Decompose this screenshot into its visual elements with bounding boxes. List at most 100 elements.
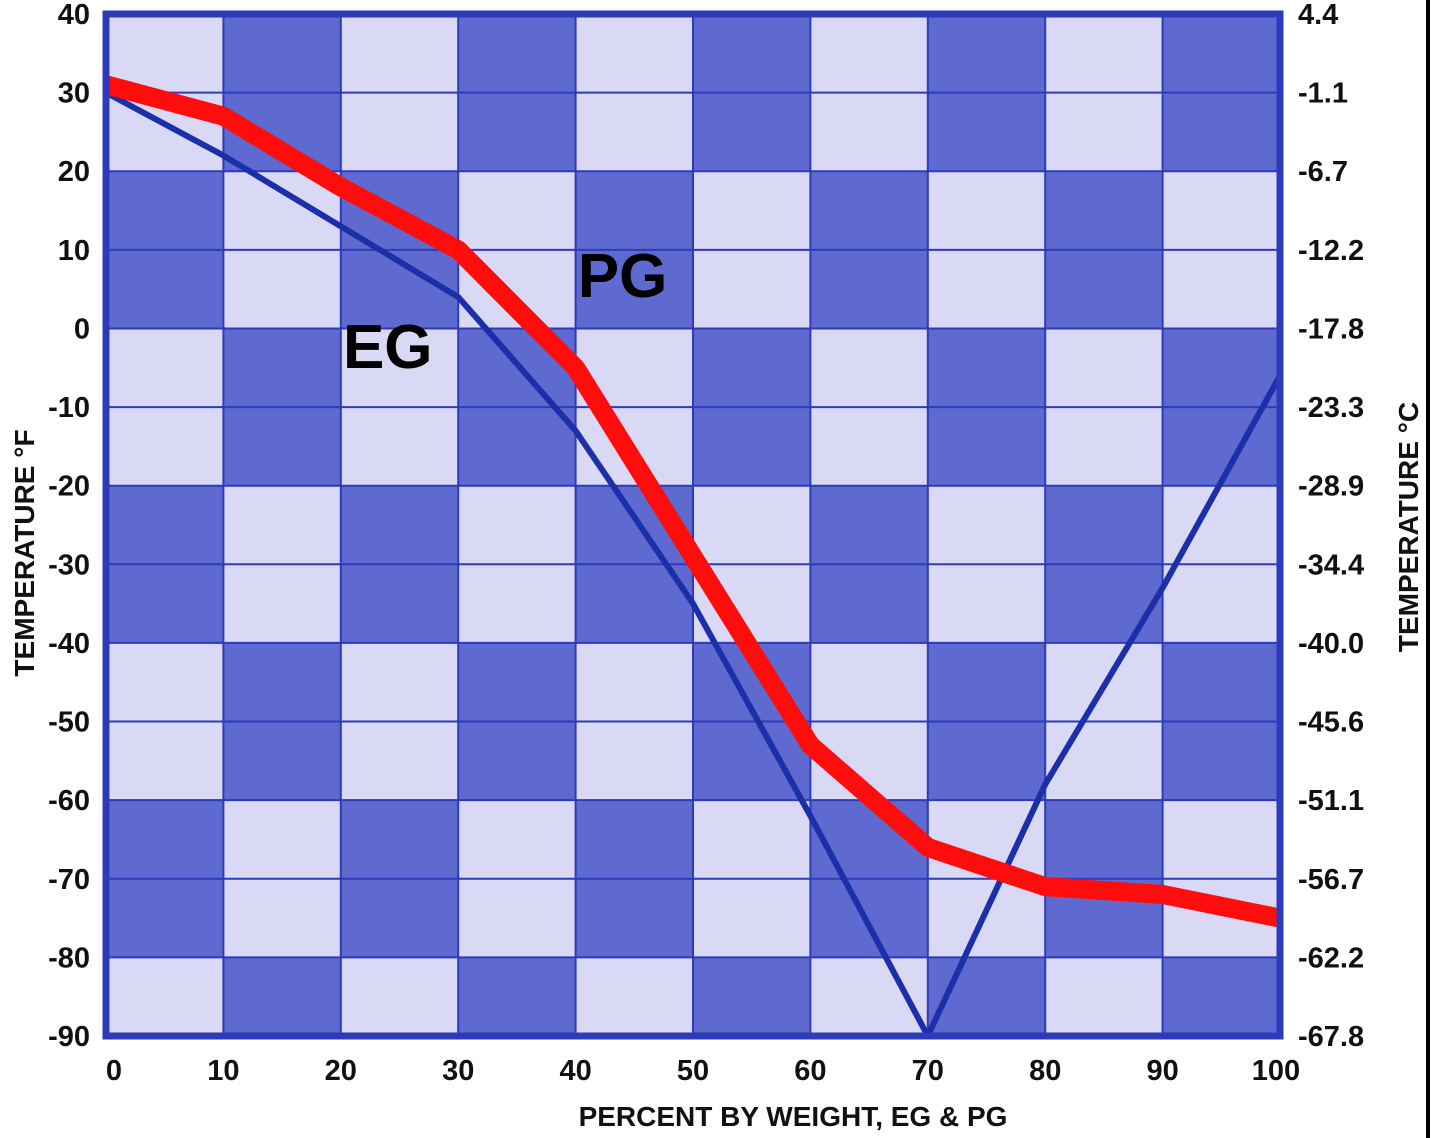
background-cell: [223, 407, 341, 486]
background-cell: [1162, 957, 1280, 1036]
background-cell: [693, 878, 811, 958]
background-cell: [340, 800, 459, 879]
background-cell: [458, 642, 576, 722]
background-cell: [106, 328, 224, 408]
background-cell: [340, 564, 459, 643]
background-cell: [458, 407, 576, 486]
y-tick-label-left: -40: [48, 628, 90, 660]
background-cell: [458, 800, 576, 879]
background-cell: [106, 878, 224, 958]
y-tick-label-left: 10: [58, 235, 90, 267]
y-tick-label-right: -12.2: [1298, 235, 1364, 267]
y-tick-label-right: -6.7: [1298, 156, 1348, 188]
page-edge-divider: [1426, 0, 1430, 1138]
background-cell: [1162, 800, 1280, 879]
background-cell: [1045, 14, 1163, 93]
plot-frame: [102, 10, 1284, 1040]
y-tick-label-right: -62.2: [1298, 942, 1364, 974]
background-cell: [1045, 328, 1163, 408]
y-tick-label-left: -60: [48, 785, 90, 817]
background-cell: [106, 407, 224, 486]
background-cell: [106, 564, 224, 643]
background-cell: [927, 92, 1046, 172]
background-cell: [458, 14, 576, 93]
x-tick-label: 20: [325, 1055, 357, 1087]
y-axis-title-left: TEMPERATURE °F: [9, 429, 40, 676]
background-cell: [223, 957, 341, 1036]
background-cell: [693, 14, 811, 93]
background-cell: [340, 92, 459, 172]
background-cell: [575, 878, 693, 958]
y-axis-title-right: TEMPERATURE °C: [1393, 402, 1424, 652]
y-tick-label-left: -90: [48, 1021, 90, 1053]
background-cell: [575, 14, 693, 93]
background-cell: [340, 485, 459, 565]
background-cell: [810, 564, 928, 643]
series-label-pg: PG: [578, 242, 668, 311]
x-tick-label: 30: [442, 1055, 474, 1087]
background-cell: [340, 721, 459, 801]
y-tick-label-right: 4.4: [1298, 0, 1338, 31]
background-cell: [927, 171, 1046, 250]
y-tick-label-left: -80: [48, 942, 90, 974]
background-cell: [927, 485, 1046, 565]
background-cell: [106, 642, 224, 722]
background-cell: [810, 171, 928, 250]
background-cell: [693, 249, 811, 329]
y-tick-label-right: -40.0: [1298, 628, 1364, 660]
y-tick-label-left: 30: [58, 78, 90, 110]
background-cell: [340, 14, 459, 93]
background-cell: [693, 171, 811, 250]
background-cell: [927, 721, 1046, 801]
series-label-eg: EG: [343, 313, 433, 382]
background-cell: [223, 14, 341, 93]
background-cell: [693, 328, 811, 408]
background-cell: [458, 564, 576, 643]
background-cell: [1162, 721, 1280, 801]
background-cell: [458, 485, 576, 565]
background-cell: [223, 485, 341, 565]
y-tick-label-left: -70: [48, 864, 90, 896]
background-cell: [1162, 642, 1280, 722]
background-cell: [1162, 328, 1280, 408]
background-cell: [927, 564, 1046, 643]
background-cell: [106, 14, 224, 93]
background-cell: [927, 328, 1046, 408]
y-tick-label-left: -50: [48, 707, 90, 739]
background-cell: [1045, 957, 1163, 1036]
background-cell: [223, 878, 341, 958]
background-cell: [340, 957, 459, 1036]
y-tick-label-right: -28.9: [1298, 471, 1364, 503]
background-cell: [106, 485, 224, 565]
background-cell: [927, 878, 1046, 958]
y-tick-label-right: -67.8: [1298, 1021, 1364, 1053]
chart-series: [103, 75, 1283, 1039]
x-tick-label: 40: [559, 1055, 591, 1087]
background-cell: [223, 328, 341, 408]
background-cell: [1162, 249, 1280, 329]
background-cell: [1162, 14, 1280, 93]
series-line-pg: [103, 75, 1282, 928]
x-tick-label: 50: [677, 1055, 709, 1087]
background-cell: [106, 800, 224, 879]
background-cell: [927, 642, 1046, 722]
y-tick-label-left: -30: [48, 549, 90, 581]
background-cell: [1045, 407, 1163, 486]
background-cell: [1045, 92, 1163, 172]
background-cell: [106, 171, 224, 250]
x-tick-label: 10: [207, 1055, 239, 1087]
background-cell: [810, 878, 928, 958]
x-tick-label: 100: [1252, 1055, 1300, 1087]
y-tick-label-left: 20: [58, 156, 90, 188]
x-tick-label: 0: [106, 1055, 122, 1087]
background-cell: [1045, 485, 1163, 565]
background-cell: [810, 14, 928, 93]
background-cell: [1162, 564, 1280, 643]
y-tick-label-right: -51.1: [1298, 785, 1364, 817]
background-cell: [458, 92, 576, 172]
background-cell: [575, 642, 693, 722]
background-cell: [1162, 171, 1280, 250]
background-cell: [106, 957, 224, 1036]
background-cell: [693, 485, 811, 565]
